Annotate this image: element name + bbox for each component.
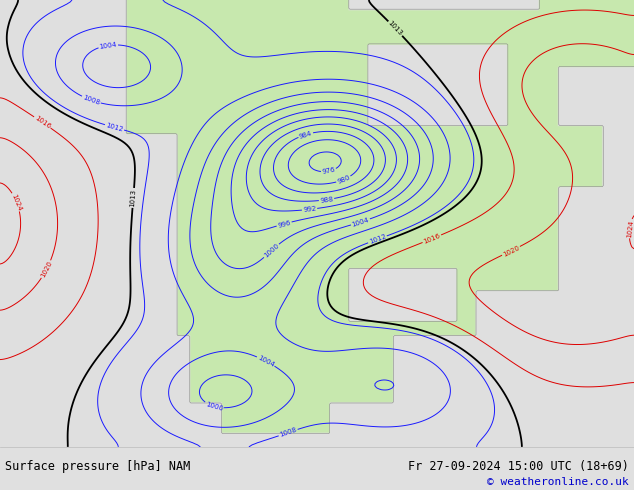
Text: 1000: 1000: [205, 401, 224, 412]
Text: 984: 984: [299, 130, 313, 140]
Text: 992: 992: [302, 206, 316, 213]
Text: 988: 988: [320, 196, 333, 204]
Text: 1008: 1008: [279, 427, 297, 439]
Text: 1012: 1012: [105, 122, 124, 133]
Text: 1004: 1004: [257, 354, 275, 368]
Text: 1020: 1020: [40, 260, 53, 279]
Text: 996: 996: [277, 219, 292, 229]
Text: 980: 980: [336, 174, 351, 185]
Text: 1024: 1024: [10, 193, 23, 211]
Text: 1016: 1016: [422, 233, 441, 245]
Text: 1008: 1008: [82, 94, 101, 106]
Text: 1000: 1000: [262, 243, 280, 259]
Text: 1013: 1013: [387, 20, 404, 37]
Text: Fr 27-09-2024 15:00 UTC (18+69): Fr 27-09-2024 15:00 UTC (18+69): [408, 460, 629, 473]
Text: Surface pressure [hPa] NAM: Surface pressure [hPa] NAM: [5, 460, 190, 473]
Text: 1004: 1004: [351, 217, 370, 227]
Text: 1020: 1020: [501, 245, 521, 258]
Text: 1013: 1013: [129, 189, 137, 207]
Text: 976: 976: [321, 167, 336, 175]
Text: © weatheronline.co.uk: © weatheronline.co.uk: [488, 477, 629, 487]
Text: 1004: 1004: [99, 41, 117, 49]
Text: 1016: 1016: [33, 115, 51, 130]
Text: 1024: 1024: [626, 220, 634, 238]
Text: 1012: 1012: [368, 233, 387, 245]
